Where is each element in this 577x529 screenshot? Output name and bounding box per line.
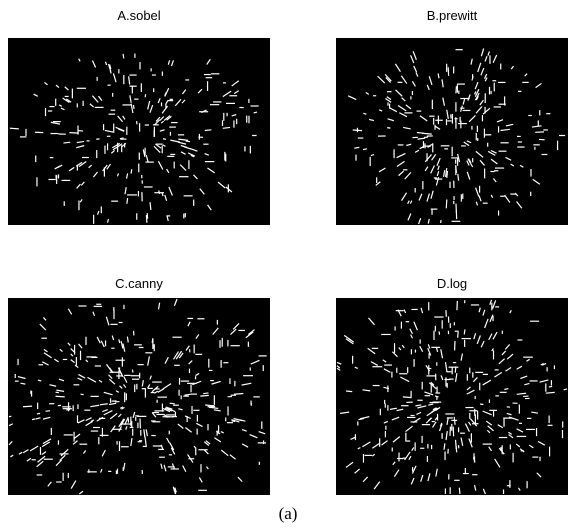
edge <box>456 86 457 93</box>
edge <box>234 393 243 394</box>
edge <box>170 403 175 404</box>
edge <box>459 488 460 494</box>
edge <box>549 386 552 387</box>
edge <box>186 141 190 142</box>
edge <box>205 130 212 131</box>
panel-title: A.sobel <box>117 8 160 23</box>
panel-a: A.sobel <box>8 8 270 225</box>
edge-image <box>8 38 270 225</box>
edge <box>439 331 440 334</box>
panel-title: D.log <box>437 276 467 291</box>
edge <box>200 395 209 396</box>
edge <box>422 133 432 134</box>
edge <box>163 139 166 140</box>
edge <box>46 411 50 412</box>
edge <box>464 329 465 334</box>
edge <box>56 396 65 397</box>
edge-image <box>336 298 568 495</box>
edge <box>23 406 32 407</box>
edge <box>9 416 11 417</box>
edge <box>346 391 352 392</box>
edge <box>37 413 40 414</box>
edge <box>354 147 359 148</box>
edge <box>456 440 457 449</box>
panel-c: C.canny <box>8 276 270 495</box>
edge <box>131 169 132 173</box>
figure: A.sobel B.prewitt C.canny D.log (a) <box>0 0 577 529</box>
panel-title: C.canny <box>115 276 163 291</box>
edge-image <box>336 38 568 225</box>
caption: (a) <box>279 504 298 523</box>
panel-b: B.prewitt <box>336 8 568 225</box>
edge <box>456 165 457 173</box>
edge <box>417 133 424 134</box>
edge <box>32 419 35 420</box>
panel-d: D.log <box>336 276 568 495</box>
edge <box>66 409 70 410</box>
edge <box>10 128 19 129</box>
edge <box>205 405 214 406</box>
edge <box>152 338 153 342</box>
edge <box>146 215 147 223</box>
edge <box>127 198 128 204</box>
edge <box>78 131 83 132</box>
panel-title: B.prewitt <box>427 8 478 23</box>
edge <box>363 149 367 150</box>
edge <box>446 200 447 209</box>
edge <box>127 337 128 343</box>
edge <box>133 105 134 109</box>
edge <box>546 392 555 393</box>
edge <box>458 174 459 181</box>
edge <box>123 54 124 59</box>
edge <box>447 171 448 178</box>
edge <box>69 133 78 134</box>
edge <box>403 397 412 398</box>
edge <box>203 393 208 394</box>
